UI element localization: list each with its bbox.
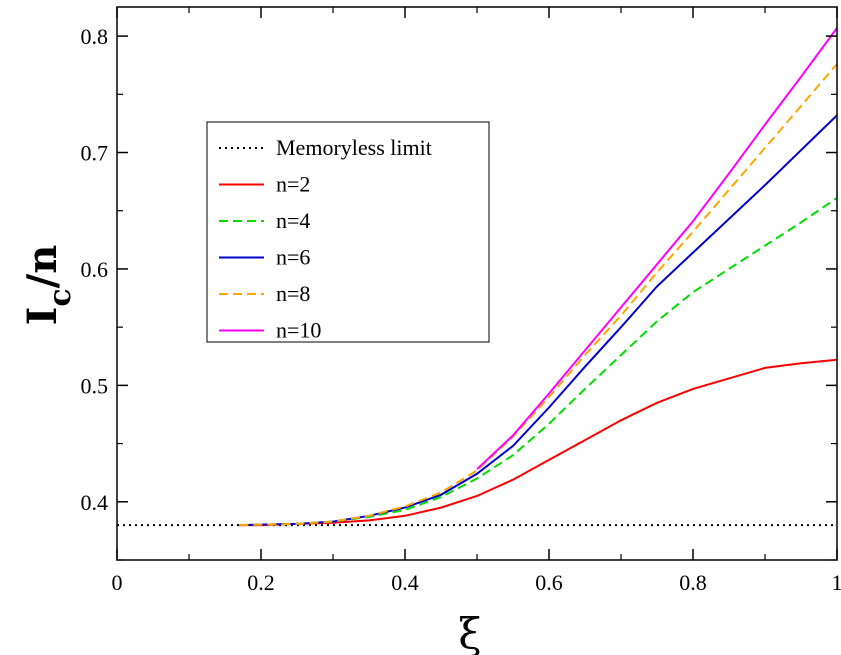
legend-label: n=4 xyxy=(276,208,310,233)
y-axis-title: Ic/n xyxy=(19,245,78,326)
y-tick-label: 0.6 xyxy=(81,257,109,282)
y-tick-label: 0.7 xyxy=(81,141,109,166)
x-tick-label: 0.4 xyxy=(391,570,419,595)
legend-label: n=10 xyxy=(276,318,321,343)
x-tick-label: 0.2 xyxy=(247,570,275,595)
series-line-n-10 xyxy=(476,27,838,470)
y-axis-title-subscript: c xyxy=(43,288,78,306)
legend: Memoryless limit n=2 n=4 n=6 n=8 n=10 xyxy=(206,121,490,343)
x-tick-label: 1 xyxy=(832,570,841,595)
ticks-layer: 0 0.2 0.4 0.6 0.8 1 0.4 0.5 0.6 0.7 0.8 xyxy=(81,7,841,595)
series-layer xyxy=(117,27,838,527)
y-axis-title-main: I xyxy=(19,307,66,326)
x-axis-title: ξ xyxy=(458,609,481,655)
x-tick-label: 0.6 xyxy=(535,570,563,595)
legend-label: Memoryless limit xyxy=(276,135,432,160)
series-line-n-8 xyxy=(239,63,838,527)
svg-text:Ic/n: Ic/n xyxy=(19,245,78,326)
y-tick-label: 0.5 xyxy=(81,373,109,398)
x-tick-label: 0 xyxy=(112,570,123,595)
legend-label: n=6 xyxy=(276,245,310,270)
series-line-n-2 xyxy=(239,358,838,527)
legend-entries: Memoryless limit n=2 n=4 n=6 n=8 n=10 xyxy=(219,135,432,343)
legend-label: n=8 xyxy=(276,281,310,306)
y-tick-label: 0.4 xyxy=(81,490,109,515)
legend-box xyxy=(206,121,490,343)
legend-label: n=2 xyxy=(276,172,310,197)
y-tick-label: 0.8 xyxy=(81,24,109,49)
y-axis-title-tail: /n xyxy=(19,245,66,289)
x-tick-label: 0.8 xyxy=(679,570,707,595)
